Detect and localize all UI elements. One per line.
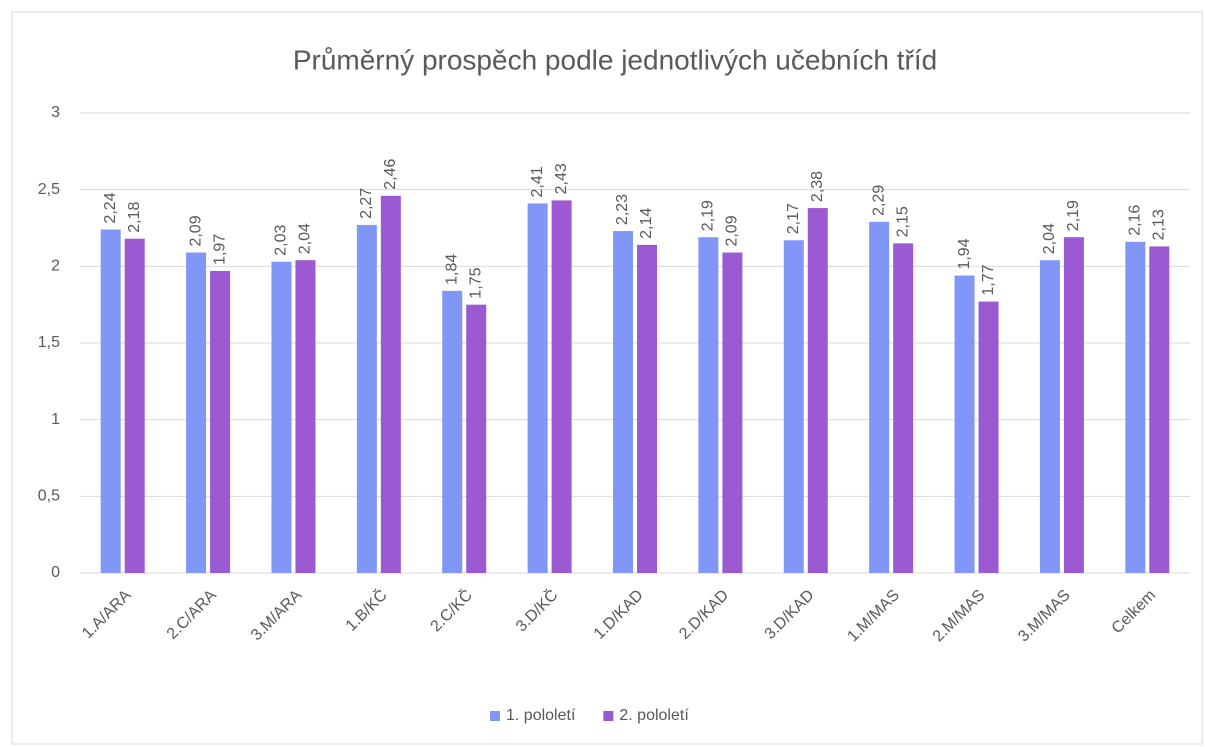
data-label: 2,15	[894, 206, 911, 237]
data-label: 1,84	[443, 254, 460, 285]
y-tick-label: 0	[51, 564, 60, 581]
chart-title: Průměrný prospěch podle jednotlivých uče…	[293, 44, 937, 75]
y-tick-label: 2,5	[38, 181, 60, 198]
data-label: 1,77	[980, 264, 997, 295]
bar	[380, 195, 401, 574]
bar	[893, 243, 914, 574]
data-label: 1,75	[467, 267, 484, 298]
legend-swatch	[603, 711, 614, 721]
bar	[271, 261, 292, 573]
data-label: 1,97	[211, 234, 228, 265]
bar	[637, 244, 657, 573]
y-tick-label: 2	[51, 258, 60, 275]
bar	[527, 203, 548, 573]
data-label: 2,29	[870, 185, 887, 216]
data-label: 2,03	[273, 224, 290, 255]
legend-swatch	[490, 711, 500, 721]
data-label: 1,94	[956, 238, 973, 269]
bar	[613, 231, 633, 574]
bar	[100, 229, 121, 574]
data-label: 2,14	[638, 208, 655, 239]
data-label: 2,13	[1151, 209, 1168, 240]
bar	[1149, 246, 1170, 573]
bar	[722, 252, 743, 574]
data-label: 2,19	[1065, 200, 1082, 231]
bar	[124, 238, 145, 573]
y-tick-label: 1	[51, 411, 60, 428]
y-tick-label: 1,5	[38, 334, 60, 351]
bar	[295, 260, 316, 573]
data-label: 2,43	[553, 163, 570, 194]
data-label: 2,27	[358, 188, 375, 219]
bar	[442, 290, 463, 573]
data-label: 2,23	[614, 194, 631, 225]
legend-label: 1. pololetí	[506, 707, 576, 724]
data-label: 2,19	[700, 200, 717, 231]
y-tick-label: 0,5	[38, 488, 60, 505]
bar	[783, 240, 804, 573]
bar	[210, 270, 231, 573]
bar	[954, 275, 975, 573]
bar	[1039, 260, 1060, 573]
data-label: 2,04	[1041, 223, 1058, 254]
data-label: 2,18	[126, 201, 143, 232]
data-label: 2,38	[809, 171, 826, 202]
bar	[466, 304, 487, 573]
data-label: 2,04	[297, 223, 314, 254]
bar	[978, 301, 999, 573]
data-label: 2,09	[724, 215, 741, 246]
y-tick-label: 3	[51, 104, 60, 121]
bar	[698, 237, 719, 573]
legend-label: 2. pololetí	[619, 707, 689, 724]
bar	[1063, 237, 1084, 573]
data-label: 2,24	[102, 192, 119, 223]
data-label: 2,09	[187, 215, 204, 246]
data-label: 2,41	[529, 166, 546, 197]
bar	[807, 208, 828, 574]
data-label: 2,46	[382, 159, 399, 190]
bar	[1125, 241, 1146, 574]
bar	[186, 252, 207, 574]
bar	[551, 200, 572, 573]
data-label: 2,17	[785, 203, 802, 234]
bar	[869, 221, 890, 573]
data-label: 2,16	[1127, 205, 1144, 236]
bar	[356, 224, 377, 573]
